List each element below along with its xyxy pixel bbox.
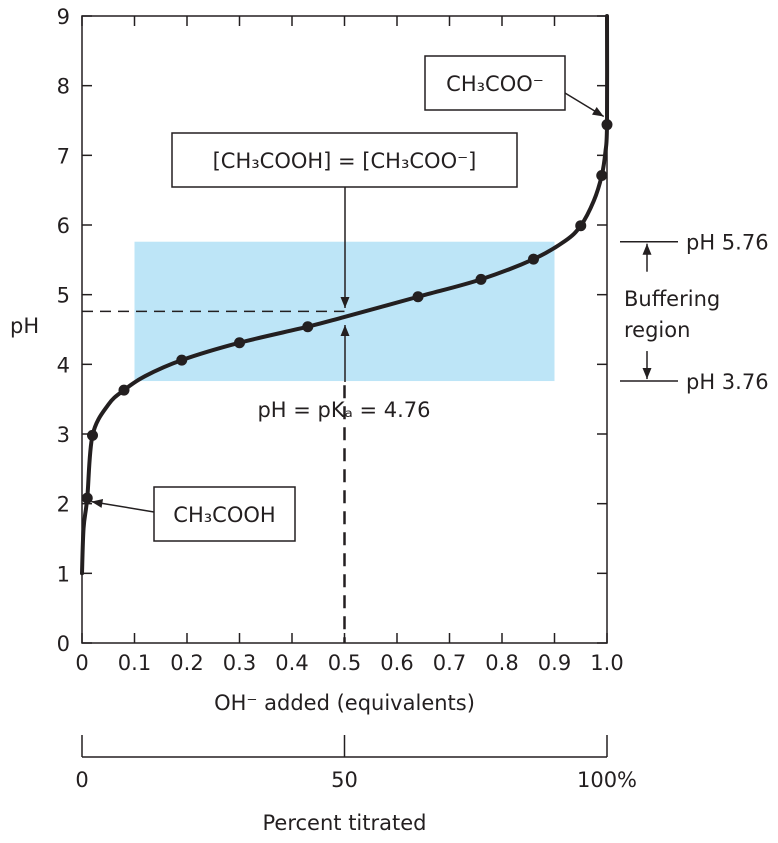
data-point [601,119,613,131]
buffer-upper-arrow-head [642,243,652,255]
y-tick-label: 1 [57,562,70,586]
buffering-label-line2: region [624,318,690,342]
acid-label: CH₃COOH [173,503,275,527]
data-point [528,253,539,265]
x-tick-label: 0.8 [485,651,518,675]
data-point [412,291,424,303]
data-point [87,429,98,441]
data-point [81,492,93,504]
buffering-label-line1: Buffering [624,287,720,311]
base-arrow-head [592,106,604,117]
x-tick-label: 0.5 [328,651,361,675]
annotation-lines [91,92,678,513]
y-axis-ticks: 0 1 2 3 4 5 6 7 8 9 [57,5,92,656]
y-tick-label: 5 [57,284,70,308]
x-tick-label: 0.3 [223,651,256,675]
y-tick-label: 7 [57,144,70,168]
x-tick-label: 1.0 [590,651,623,675]
base-label-box [424,55,566,111]
data-points [81,119,613,504]
y-tick-label: 2 [57,493,70,517]
x-tick-label: 0.7 [433,651,466,675]
data-point [475,273,487,285]
x-tick-label: 0.2 [170,651,203,675]
percent-tick-label: 50 [331,768,358,792]
buffer-lower-arrow-head [642,368,652,380]
y-tick-label: 4 [57,353,70,377]
x-tick-label: 0.9 [538,651,571,675]
data-point [118,384,130,396]
y-tick-label: 9 [57,5,70,29]
data-point [302,321,314,333]
equality-arrow-head [340,297,350,308]
percent-tick-label: 0 [75,768,88,792]
x-tick-label: 0.6 [380,651,413,675]
acid-label-box [153,486,296,542]
pka-label: pH = pKₐ = 4.76 [257,398,430,422]
x-axis-title: OH⁻ added (equivalents) [214,691,475,715]
base-label: CH₃COO⁻ [446,72,544,96]
data-point [596,170,608,182]
percent-titrated-axis: 0 50 100% [75,735,637,792]
equality-box [171,132,518,188]
data-point [575,220,587,232]
percent-tick-label: 100% [577,768,637,792]
data-point [176,354,188,366]
x-axis-ticks: 0 0.1 0.2 0.3 0.4 0.5 0.6 0.7 0.8 0.9 1.0 [75,16,624,675]
equality-label: [CH₃COOH] = [CH₃COO⁻] [213,149,477,173]
y-tick-label: 0 [57,632,70,656]
x-tick-label: 0.4 [275,651,308,675]
y-tick-label: 3 [57,423,70,447]
y-tick-label: 8 [57,75,70,99]
x-tick-label: 0 [75,651,88,675]
acid-arrow-head [91,498,104,508]
data-point [234,337,245,349]
ph-upper-label: pH 5.76 [686,231,769,255]
y-tick-label: 6 [57,214,70,238]
x-tick-label: 0.1 [118,651,151,675]
y-axis-title: pH [10,314,39,338]
pka-arrow-head [340,325,350,336]
ph-lower-label: pH 3.76 [686,370,769,394]
percent-axis-title: Percent titrated [263,811,427,835]
